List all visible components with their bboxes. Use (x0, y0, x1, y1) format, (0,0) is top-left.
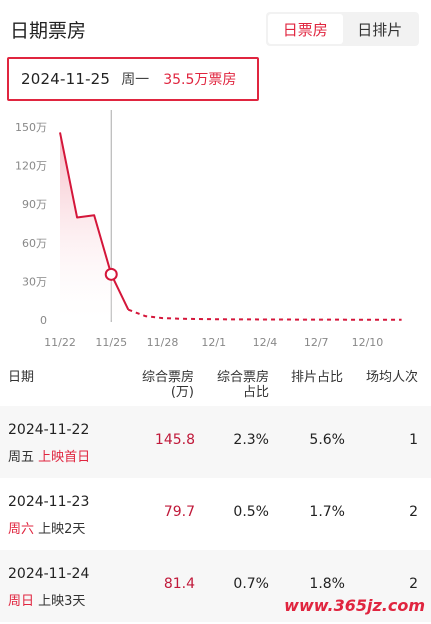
row-date: 2024-11-24 (8, 566, 90, 582)
x-tick-label: 12/7 (304, 336, 329, 349)
col-avg-attendance-label: 场均人次 (365, 370, 418, 385)
table-header: 日期 综合票房 (万) 综合票房 占比 排片占比 场均人次 (0, 362, 431, 408)
x-tick-label: 11/28 (147, 336, 179, 349)
row-box-office: 145.8 (154, 432, 195, 448)
view-toggle: 日票房 日排片 (266, 12, 419, 46)
y-tick-label: 0 (40, 314, 47, 327)
row-release-day: 上映2天 (38, 522, 86, 537)
row-date: 2024-11-23 (8, 494, 90, 510)
series-line-actual (59, 132, 130, 311)
table-row[interactable]: 2024-11-24 周日 上映3天 81.4 0.7% 1.8% 2 (0, 550, 431, 622)
highlight-point (104, 267, 118, 281)
row-weekday: 周日 (8, 594, 35, 609)
y-tick-label: 120万 (15, 160, 47, 173)
row-schedule-share: 1.7% (309, 504, 345, 520)
x-tick-label: 11/22 (44, 336, 76, 349)
y-tick-label: 90万 (22, 198, 47, 211)
row-sub: 周六 上映2天 (8, 518, 85, 537)
x-tick-label: 12/4 (253, 336, 278, 349)
row-weekday: 周六 (8, 522, 35, 537)
selected-date: 2024-11-25 (21, 70, 111, 88)
col-avg-attendance[interactable]: 场均人次 (366, 370, 418, 385)
y-tick-label: 30万 (22, 275, 47, 288)
col-date: 日期 (8, 370, 34, 385)
row-avg-attendance: 2 (409, 504, 418, 520)
y-tick-label: 60万 (22, 237, 47, 250)
row-release-day: 上映3天 (38, 594, 86, 609)
row-schedule-share: 1.8% (309, 576, 345, 592)
col-box-office-share-label: 综合票房 (216, 370, 269, 385)
col-box-office-unit: (万) (170, 385, 194, 400)
row-avg-attendance: 1 (409, 432, 418, 448)
tab-daily-schedule[interactable]: 日排片 (357, 20, 403, 39)
y-tick-label: 150万 (15, 121, 47, 134)
col-box-office-share[interactable]: 综合票房 占比 (217, 370, 269, 400)
x-tick-label: 12/10 (352, 336, 384, 349)
col-schedule-share-label: 排片占比 (290, 370, 343, 385)
row-box-office: 81.4 (163, 576, 195, 592)
col-box-office[interactable]: 综合票房 (万) (142, 370, 194, 400)
row-box-office: 79.7 (163, 504, 195, 520)
series-area (60, 132, 129, 320)
row-weekday: 周五 (8, 450, 35, 465)
row-sub: 周日 上映3天 (8, 590, 85, 609)
watermark: www.365jz.com (284, 596, 425, 615)
row-date: 2024-11-22 (8, 422, 90, 438)
selected-point-info: 2024-11-25 周一 35.5万票房 (7, 57, 259, 101)
tab-daily-box-office[interactable]: 日票房 (268, 14, 343, 44)
row-schedule-share: 5.6% (309, 432, 345, 448)
selected-weekday: 周一 (121, 72, 150, 88)
row-box-office-share: 0.5% (233, 504, 269, 520)
box-office-line-chart[interactable]: 150万 120万 90万 60万 30万 0 11/22 11/25 11/28 12/1 12/… (0, 110, 431, 360)
col-box-office-label: 综合票房 (141, 370, 194, 385)
row-sub: 周五 上映首日 (8, 446, 90, 465)
table-row[interactable]: 2024-11-23 周六 上映2天 79.7 0.5% 1.7% 2 (0, 478, 431, 550)
series-line-forecast (127, 308, 402, 321)
x-tick-label: 12/1 (201, 336, 226, 349)
col-schedule-share[interactable]: 排片占比 (291, 370, 343, 385)
selected-box-office: 35.5万票房 (163, 72, 237, 88)
page-title: 日期票房 (10, 20, 87, 42)
row-release-day: 上映首日 (38, 450, 91, 465)
x-tick-label: 11/25 (95, 336, 127, 349)
table-row[interactable]: 2024-11-22 周五 上映首日 145.8 2.3% 5.6% 1 (0, 406, 431, 478)
row-avg-attendance: 2 (409, 576, 418, 592)
header: 日期票房 日票房 日排片 (0, 0, 431, 58)
col-box-office-share-label2: 占比 (242, 385, 269, 400)
row-box-office-share: 2.3% (233, 432, 269, 448)
col-date-label: 日期 (8, 370, 35, 385)
row-box-office-share: 0.7% (233, 576, 269, 592)
